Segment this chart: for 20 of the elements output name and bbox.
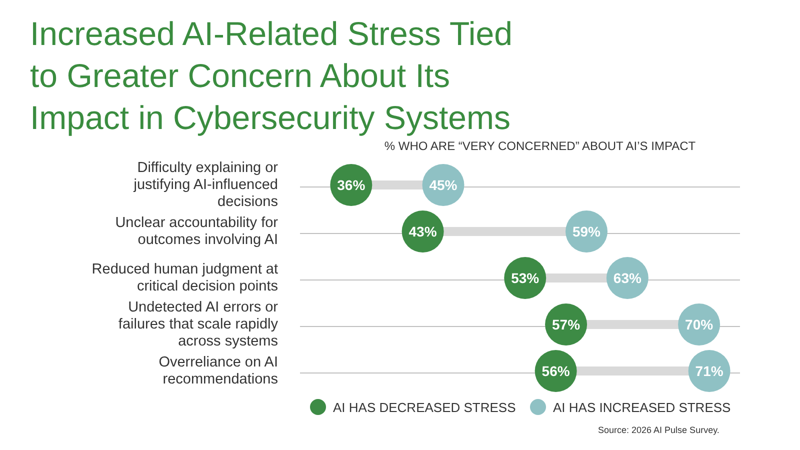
data-label: 36% xyxy=(337,177,366,193)
y-tick-label: Undetected AI errors or failures that scale rapidly across systems xyxy=(118,300,279,350)
data-label: 63% xyxy=(613,270,642,286)
data-label: 56% xyxy=(542,363,570,379)
legend-label: AI HAS DECREASED STRESS xyxy=(333,400,516,415)
data-label: 43% xyxy=(408,224,438,240)
source-note: Source: 2026 AI Pulse Survey. xyxy=(598,425,720,435)
legend-label: AI HAS INCREASED STRESS xyxy=(553,400,732,415)
data-label: 45% xyxy=(429,177,458,193)
data-label: 59% xyxy=(572,224,602,240)
chart-title: Increased AI-Related Stress Tied to Greater Concern About Its Impact in Cybersecurity Systems xyxy=(30,15,512,136)
y-tick-label: Reduced human judgment at critical decision points xyxy=(92,262,278,294)
y-tick-label: Difficulty explaining or justifying AI-influenced decisions xyxy=(132,160,278,210)
data-label: 70% xyxy=(685,316,714,332)
y-tick-label: Overreliance on AI recommendations xyxy=(158,354,278,388)
data-label: 53% xyxy=(511,270,540,286)
y-tick-label: Unclear accountability for outcomes involving AI xyxy=(115,215,278,248)
data-label: 57% xyxy=(552,316,581,332)
x-axis-title: % WHO ARE “VERY CONCERNED” ABOUT AI’S IMPACT xyxy=(384,139,696,153)
data-label: 71% xyxy=(695,363,724,379)
